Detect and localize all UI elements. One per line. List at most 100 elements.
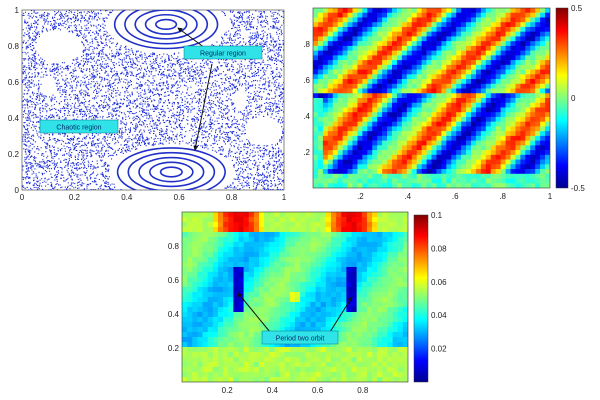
scatter-point bbox=[87, 83, 89, 85]
scatter-point bbox=[248, 21, 250, 23]
scatter-point bbox=[91, 16, 93, 18]
scatter-point bbox=[262, 36, 264, 38]
scatter-point bbox=[97, 87, 99, 89]
scatter-point bbox=[263, 43, 265, 45]
scatter-point bbox=[149, 121, 151, 123]
scatter-point bbox=[26, 141, 28, 143]
scatter-point bbox=[102, 180, 104, 182]
scatter-point bbox=[38, 73, 40, 75]
scatter-point bbox=[113, 109, 115, 111]
scatter-point bbox=[147, 114, 149, 116]
scatter-point bbox=[256, 182, 258, 184]
scatter-point bbox=[238, 123, 240, 125]
scatter-point bbox=[57, 63, 59, 65]
scatter-point bbox=[146, 56, 148, 58]
scatter-point bbox=[87, 27, 89, 29]
scatter-point bbox=[274, 91, 276, 93]
scatter-point bbox=[273, 171, 275, 173]
scatter-point bbox=[90, 189, 92, 190]
scatter-point bbox=[117, 82, 119, 84]
scatter-point bbox=[106, 169, 108, 171]
scatter-point bbox=[100, 81, 102, 83]
scatter-point bbox=[92, 66, 94, 68]
scatter-point bbox=[237, 157, 239, 159]
scatter-point bbox=[52, 158, 54, 160]
scatter-point bbox=[63, 110, 65, 112]
scatter-point bbox=[279, 50, 281, 52]
scatter-point bbox=[44, 20, 46, 22]
scatter-point bbox=[108, 98, 110, 100]
scatter-point bbox=[244, 146, 246, 148]
scatter-point bbox=[22, 58, 24, 60]
scatter-point bbox=[243, 41, 245, 43]
scatter-point bbox=[98, 142, 100, 144]
scatter-point bbox=[171, 139, 173, 141]
scatter-point bbox=[110, 188, 112, 190]
scatter-point bbox=[231, 132, 233, 134]
scatter-point bbox=[224, 104, 226, 106]
scatter-point bbox=[123, 59, 125, 61]
scatter-point bbox=[213, 143, 215, 145]
scatter-point bbox=[235, 187, 237, 189]
scatter-point bbox=[124, 69, 126, 71]
scatter-point bbox=[98, 59, 100, 61]
scatter-point bbox=[84, 95, 86, 97]
scatter-point bbox=[142, 135, 144, 137]
scatter-point bbox=[136, 74, 138, 76]
scatter-point bbox=[122, 117, 124, 119]
scatter-point bbox=[162, 71, 164, 73]
scatter-point bbox=[257, 158, 259, 160]
scatter-point bbox=[53, 63, 55, 65]
scatter-point bbox=[275, 11, 277, 13]
scatter-point bbox=[267, 181, 269, 183]
scatter-point bbox=[282, 16, 284, 18]
scatter-point bbox=[250, 23, 252, 25]
scatter-point bbox=[42, 188, 44, 190]
scatter-point bbox=[66, 142, 68, 144]
scatter-point bbox=[83, 64, 85, 66]
scatter-point bbox=[224, 74, 226, 76]
scatter-point bbox=[43, 168, 45, 170]
scatter-point bbox=[66, 98, 68, 100]
scatter-point bbox=[271, 102, 273, 104]
scatter-point bbox=[267, 175, 269, 177]
scatter-point bbox=[88, 95, 90, 97]
scatter-point bbox=[139, 137, 141, 139]
scatter-point bbox=[258, 16, 260, 18]
scatter-point bbox=[41, 105, 43, 107]
scatter-point bbox=[28, 59, 30, 61]
scatter-point bbox=[256, 172, 258, 174]
scatter-point bbox=[231, 28, 233, 30]
scatter-point bbox=[86, 87, 88, 89]
scatter-point bbox=[79, 181, 81, 183]
scatter-point bbox=[46, 64, 48, 66]
scatter-point bbox=[70, 105, 72, 107]
scatter-point bbox=[121, 86, 123, 88]
scatter-point bbox=[242, 172, 244, 174]
scatter-point bbox=[110, 95, 112, 97]
scatter-point bbox=[264, 149, 266, 151]
scatter-point bbox=[28, 35, 30, 37]
scatter-point bbox=[144, 83, 146, 85]
scatter-point bbox=[278, 51, 280, 53]
scatter-point bbox=[50, 184, 52, 186]
scatter-point bbox=[255, 10, 257, 12]
scatter-point bbox=[265, 107, 267, 109]
scatter-point bbox=[121, 150, 123, 152]
scatter-point bbox=[236, 123, 238, 125]
scatter-point bbox=[110, 84, 112, 86]
scatter-point bbox=[35, 176, 37, 178]
scatter-point bbox=[78, 187, 80, 189]
scatter-point bbox=[212, 102, 214, 104]
scatter-point bbox=[83, 11, 85, 13]
scatter-point bbox=[40, 61, 42, 63]
scatter-point bbox=[176, 135, 178, 137]
scatter-point bbox=[229, 148, 231, 150]
scatter-point bbox=[68, 147, 70, 149]
scatter-point bbox=[200, 89, 202, 91]
scatter-point bbox=[275, 144, 277, 146]
scatter-point bbox=[248, 11, 250, 13]
scatter-point bbox=[81, 159, 83, 161]
scatter-point bbox=[100, 37, 102, 39]
scatter-point bbox=[275, 18, 277, 20]
